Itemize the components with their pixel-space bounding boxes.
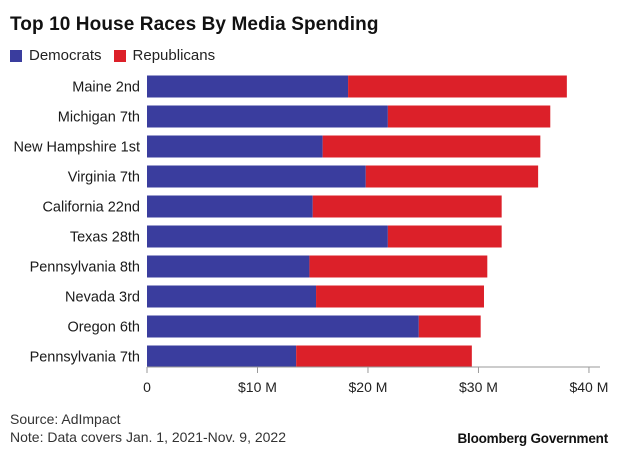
- legend-item-democrats: Democrats: [10, 47, 102, 64]
- category-label-california-22nd: California 22nd: [42, 200, 140, 216]
- category-label-new-hampshire-1st: New Hampshire 1st: [13, 140, 140, 156]
- category-label-oregon-6th: Oregon 6th: [67, 320, 140, 336]
- x-tick-label-40: $40 M: [569, 379, 608, 395]
- bar-republicans-maine-2nd: [348, 75, 567, 98]
- x-tick-label-20: $20 M: [349, 379, 388, 395]
- legend-label-republicans: Republicans: [132, 47, 216, 64]
- category-label-maine-2nd: Maine 2nd: [72, 80, 140, 96]
- category-label-virginia-7th: Virginia 7th: [68, 170, 140, 186]
- bar-republicans-oregon-6th: [418, 315, 481, 338]
- x-tick-label-10: $10 M: [238, 379, 277, 395]
- legend-label-democrats: Democrats: [29, 47, 102, 64]
- bar-republicans-new-hampshire-1st: [322, 135, 541, 158]
- bar-democrats-pennsylvania-8th: [147, 255, 310, 278]
- category-label-texas-28th: Texas 28th: [70, 230, 140, 246]
- category-label-pennsylvania-7th: Pennsylvania 7th: [30, 350, 140, 366]
- x-tick-label-0: 0: [143, 379, 151, 395]
- bar-democrats-oregon-6th: [147, 315, 419, 338]
- source-note: Source: AdImpact: [10, 411, 121, 427]
- bar-republicans-pennsylvania-7th: [296, 345, 472, 368]
- bar-republicans-texas-28th: [387, 225, 502, 248]
- bar-democrats-maine-2nd: [147, 75, 349, 98]
- bar-democrats-michigan-7th: [147, 105, 388, 128]
- bar-republicans-virginia-7th: [365, 165, 539, 188]
- category-label-pennsylvania-8th: Pennsylvania 8th: [30, 260, 140, 276]
- bar-democrats-nevada-3rd: [147, 285, 317, 308]
- bar-democrats-pennsylvania-7th: [147, 345, 297, 368]
- bar-republicans-california-22nd: [312, 195, 502, 218]
- category-label-nevada-3rd: Nevada 3rd: [65, 290, 140, 306]
- legend-item-republicans: Republicans: [113, 47, 216, 64]
- bar-democrats-texas-28th: [147, 225, 388, 248]
- bar-democrats-new-hampshire-1st: [147, 135, 323, 158]
- bar-republicans-michigan-7th: [387, 105, 551, 128]
- legend-swatch-republicans: [113, 49, 126, 62]
- x-tick-label-30: $30 M: [459, 379, 498, 395]
- legend-swatch-democrats: [10, 49, 22, 62]
- data-note: Note: Data covers Jan. 1, 2021-Nov. 9, 2…: [10, 429, 287, 445]
- footnotes: Source: AdImpact Note: Data covers Jan. …: [10, 410, 286, 446]
- chart-title: Top 10 House Races By Media Spending: [10, 14, 379, 35]
- legend: Democrats Republicans: [10, 47, 227, 64]
- brand-logo: Bloomberg Government: [457, 431, 608, 446]
- bar-republicans-pennsylvania-8th: [309, 255, 488, 278]
- category-label-michigan-7th: Michigan 7th: [58, 110, 140, 126]
- bar-democrats-california-22nd: [147, 195, 313, 218]
- bar-republicans-nevada-3rd: [316, 285, 484, 308]
- bar-democrats-virginia-7th: [147, 165, 366, 188]
